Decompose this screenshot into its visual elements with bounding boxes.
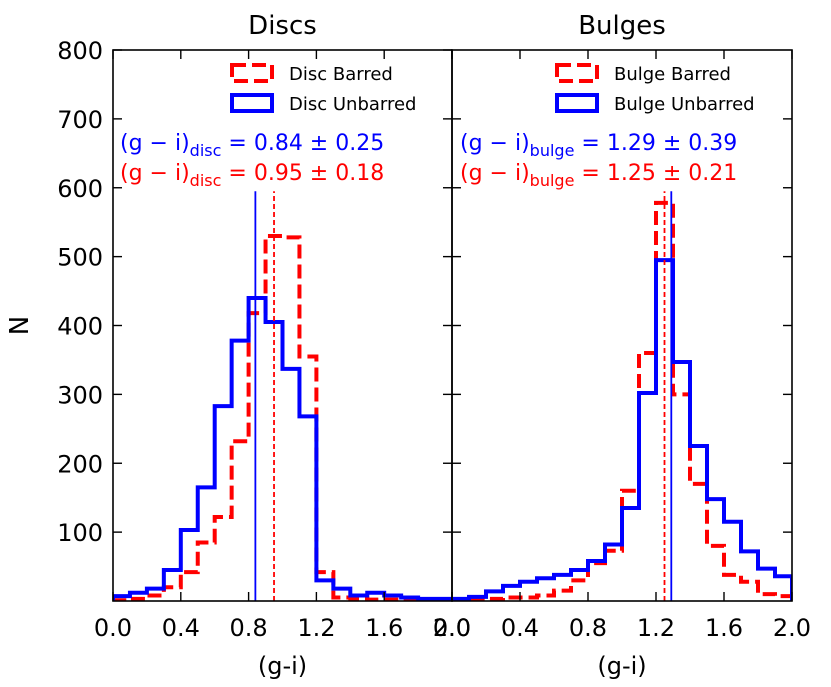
y-tick-label: 700	[57, 106, 103, 134]
stat-prefix: (g − i)	[120, 131, 190, 156]
y-tick-label: 300	[57, 381, 103, 409]
stat-annotation: (g − i)bulge = 1.29 ± 0.39	[460, 131, 737, 160]
y-axis-label: N	[5, 316, 35, 335]
series-bulge-barred	[452, 200, 792, 601]
x-tick-label: 0.4	[162, 614, 200, 642]
y-tick-label: 200	[57, 450, 103, 478]
x-tick-label: 1.2	[297, 614, 335, 642]
stat-annotation: (g − i)disc = 0.95 ± 0.18	[120, 161, 384, 190]
x-tick-label: 0.4	[501, 614, 539, 642]
stat-subscript: disc	[190, 141, 222, 160]
stat-value: = 0.95 ± 0.18	[221, 161, 384, 186]
x-tick-label: 0.8	[230, 614, 268, 642]
stat-annotation: (g − i)disc = 0.84 ± 0.25	[120, 131, 384, 160]
series-disc-barred	[113, 233, 452, 601]
series-bulge-unbarred	[452, 258, 792, 601]
legend-swatch	[230, 63, 274, 83]
x-tick-label: 1.6	[705, 614, 743, 642]
stat-prefix: (g − i)	[460, 161, 530, 186]
panel-title: Bulges	[578, 11, 666, 41]
stat-subscript: bulge	[530, 171, 575, 190]
legend-label: Bulge Barred	[614, 64, 731, 85]
panel-title: Discs	[248, 11, 317, 41]
stat-value: = 0.84 ± 0.25	[221, 131, 384, 156]
legend-label: Disc Barred	[289, 64, 393, 85]
panel-discs: 0.0 0.4 0.8 1.2 1.6 2.0 100 200 300 400 500 600 700 8…	[5, 11, 471, 680]
y-tick-label: 400	[57, 313, 103, 341]
x-tick-label: 2.0	[433, 614, 471, 642]
legend-swatch	[555, 93, 599, 113]
legend-swatch	[555, 63, 599, 83]
x-tick-label: 1.2	[637, 614, 675, 642]
legend-label: Disc Unbarred	[289, 94, 417, 115]
panel-bulges: 0.0 0.4 0.8 1.2 1.6 2.0 Bulges (g-i) Bulge Barre…	[433, 11, 811, 680]
y-tick-label: 100	[57, 519, 103, 547]
stat-prefix: (g − i)	[120, 161, 190, 186]
legend-label: Bulge Unbarred	[614, 94, 755, 115]
stat-annotation: (g − i)bulge = 1.25 ± 0.21	[460, 161, 737, 190]
x-tick-label: 2.0	[773, 614, 811, 642]
stat-subscript: bulge	[530, 141, 575, 160]
x-tick-label: 1.6	[365, 614, 403, 642]
y-tick-label: 800	[57, 37, 103, 65]
legend-swatch	[230, 93, 274, 113]
stat-value: = 1.25 ± 0.21	[574, 161, 737, 186]
stat-value: = 1.29 ± 0.39	[574, 131, 737, 156]
stat-prefix: (g − i)	[460, 131, 530, 156]
y-tick-label: 600	[57, 175, 103, 203]
x-tick-label: 0.8	[569, 614, 607, 642]
stat-subscript: disc	[190, 171, 222, 190]
x-axis-label: (g-i)	[258, 652, 307, 680]
x-tick-label: 0.0	[433, 614, 471, 642]
series-disc-unbarred	[113, 295, 452, 601]
y-tick-label: 500	[57, 244, 103, 272]
x-axis-label: (g-i)	[597, 652, 646, 680]
x-tick-label: 0.0	[94, 614, 132, 642]
